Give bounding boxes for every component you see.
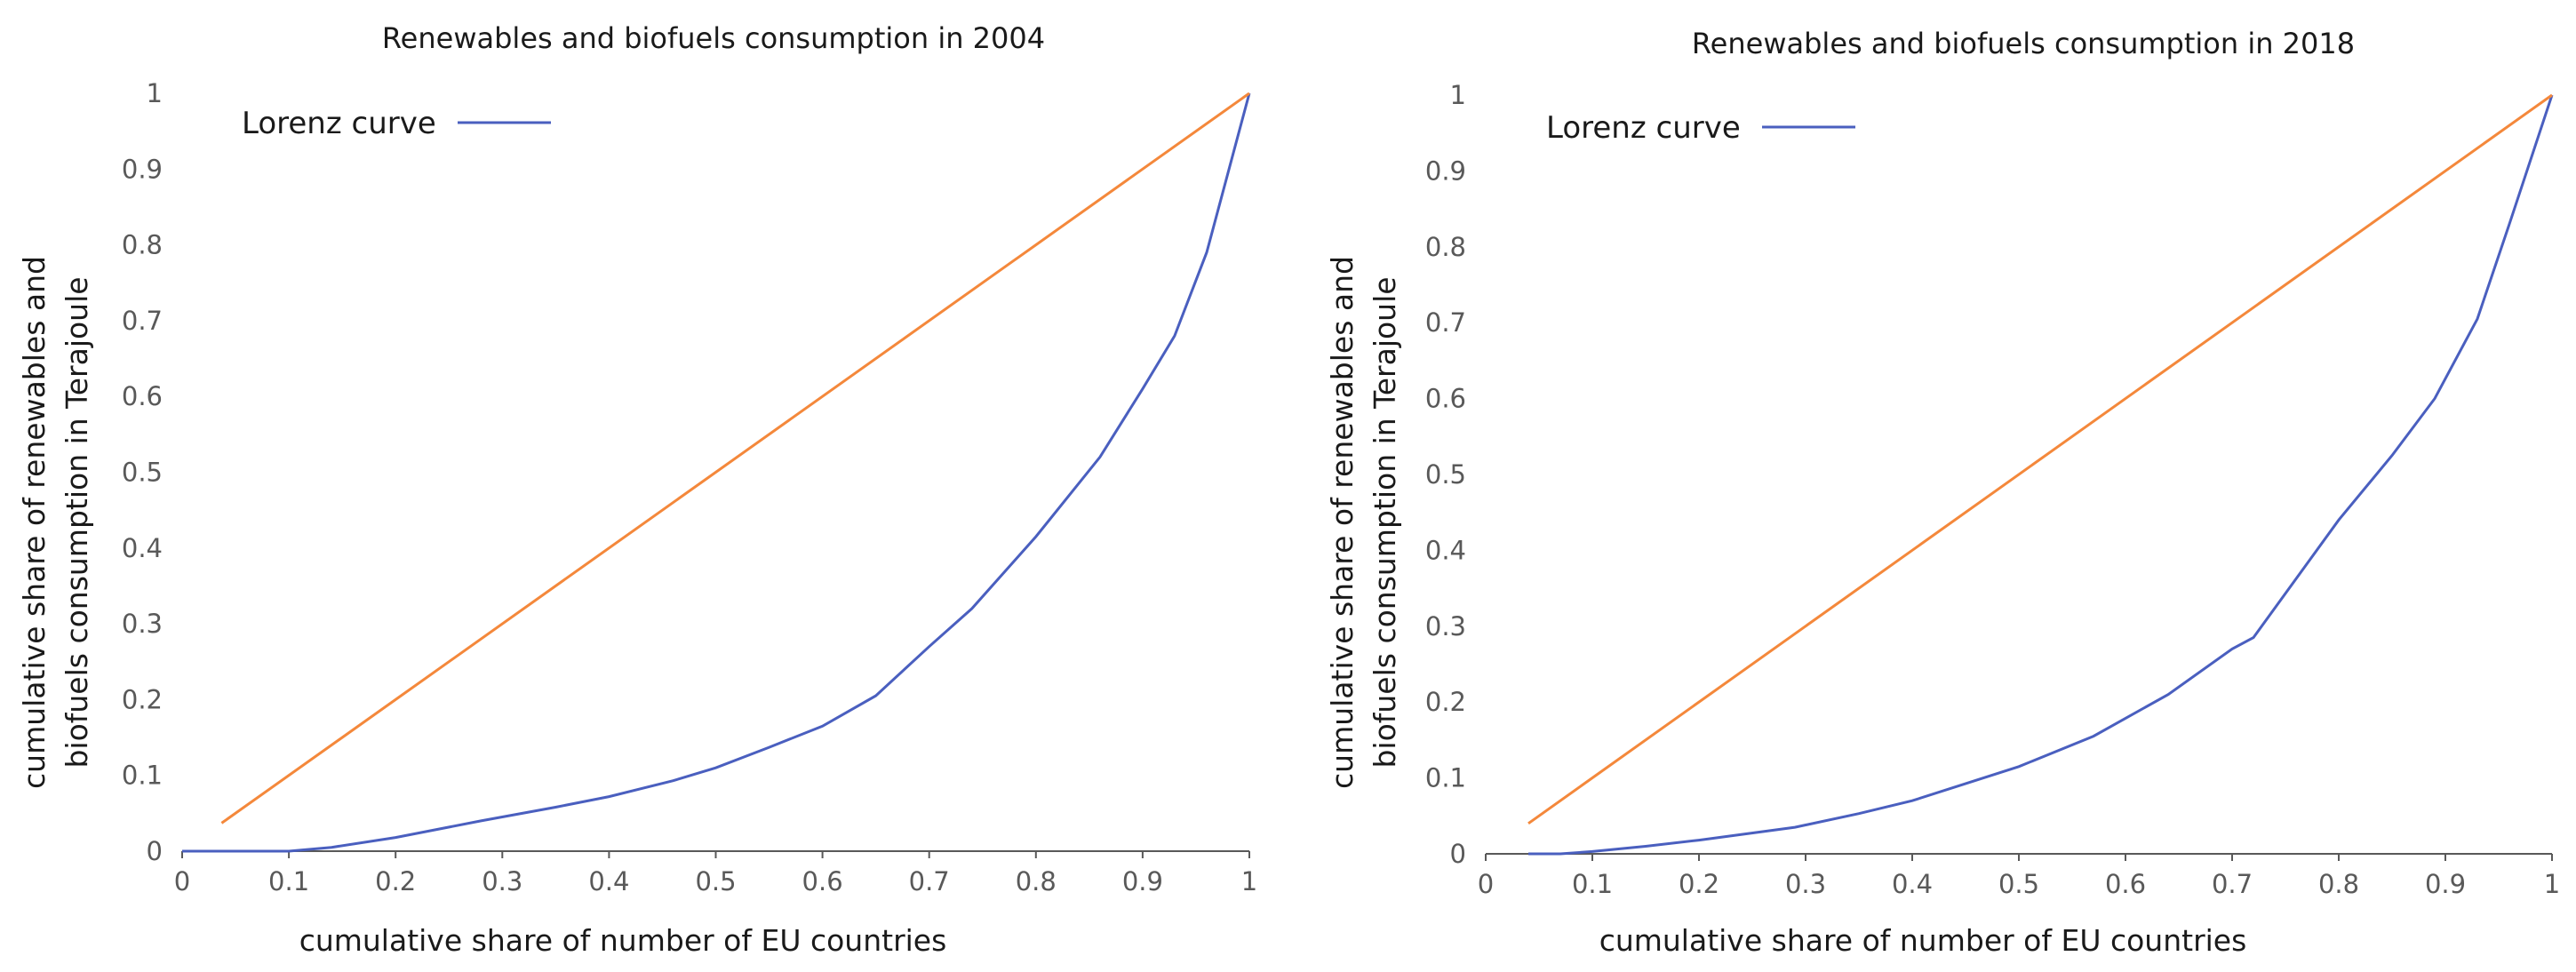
y-tick-label: 0.1 — [1425, 763, 1466, 793]
legend-label-lorenz-curve: Lorenz curve — [242, 106, 436, 141]
series-line-of-equality — [1527, 93, 2553, 825]
y-tick-label: 0.2 — [122, 684, 163, 714]
y-tick-label: 0.9 — [122, 154, 163, 184]
series-lorenz-curve-line — [182, 92, 1251, 853]
x-tick-label: 0.3 — [1785, 869, 1826, 899]
y-ticks: 0 0.1 0.2 0.3 0.4 0.5 0.6 0.7 0.8 0.9 1 — [1425, 80, 1466, 869]
x-tick-label: 0.5 — [1998, 869, 2039, 899]
legend-label-lorenz-curve: Lorenz curve — [1546, 110, 1741, 146]
y-tick-label: 0.1 — [122, 761, 163, 791]
x-tick-label: 0.5 — [695, 866, 736, 896]
x-tick-label: 1 — [2544, 869, 2560, 899]
y-tick-label: 0.5 — [1425, 459, 1466, 490]
x-tick-label: 0 — [174, 866, 190, 896]
y-axis-label: cumulative share of renewables and biofu… — [1325, 256, 1402, 789]
chart-title: Renewables and biofuels consumption in 2… — [1692, 27, 2355, 60]
x-axis-label: cumulative share of number of EU countri… — [299, 923, 947, 958]
y-tick-label: 0.7 — [1425, 307, 1466, 338]
x-tick-label: 0.9 — [1122, 866, 1163, 896]
y-tick-label: 0.4 — [1425, 535, 1466, 565]
y-tick-label: 0.5 — [122, 458, 163, 488]
y-tick-label: 0.7 — [122, 306, 163, 336]
y-tick-label: 0.2 — [1425, 687, 1466, 717]
x-tick-label: 0.4 — [1892, 869, 1933, 899]
y-axis-label-line-1: cumulative share of renewables and — [17, 256, 52, 789]
y-tick-label: 0 — [147, 836, 163, 866]
y-tick-label: 0.9 — [1425, 155, 1466, 186]
x-tick-label: 0.7 — [2212, 869, 2253, 899]
y-tick-label: 0 — [1450, 839, 1466, 869]
series-lorenz-curve-line — [1528, 94, 2554, 856]
y-tick-label: 0.8 — [122, 230, 163, 260]
x-tick-label: 0.1 — [1572, 869, 1613, 899]
x-tick-label: 0.9 — [2425, 869, 2466, 899]
x-tick-label: 0.7 — [909, 866, 950, 896]
legend: Lorenz curve — [1546, 110, 1855, 146]
x-tick-label: 1 — [1241, 866, 1257, 896]
x-tick-label: 0.8 — [2318, 869, 2359, 899]
y-tick-label: 0.3 — [122, 609, 163, 639]
legend: Lorenz curve — [242, 106, 551, 141]
y-axis-label-line-2: biofuels consumption in Terajoule — [60, 276, 94, 768]
x-tick-label: 0.8 — [1016, 866, 1057, 896]
y-axis-label-line-1: cumulative share of renewables and — [1325, 256, 1360, 789]
series-layer — [1527, 93, 2554, 856]
x-tick-label: 0.1 — [268, 866, 309, 896]
chart-title: Renewables and biofuels consumption in 2… — [382, 21, 1045, 55]
chart-2004: Renewables and biofuels consumption in 2… — [17, 21, 1257, 958]
x-tick-label: 0.3 — [482, 866, 522, 896]
x-tick-label: 0.6 — [802, 866, 843, 896]
x-tick-label: 0.6 — [2105, 869, 2146, 899]
x-tick-label: 0.2 — [1679, 869, 1719, 899]
x-tick-label: 0.4 — [588, 866, 629, 896]
y-tick-label: 1 — [147, 78, 163, 108]
y-tick-label: 0.8 — [1425, 232, 1466, 262]
x-ticks: 0 0.1 0.2 0.3 0.4 0.5 0.6 0.7 0.8 0.9 1 — [1478, 854, 2560, 899]
y-tick-label: 1 — [1450, 80, 1466, 110]
y-ticks: 0 0.1 0.2 0.3 0.4 0.5 0.6 0.7 0.8 0.9 1 — [122, 78, 163, 866]
chart-2018: Renewables and biofuels consumption in 2… — [1325, 27, 2560, 958]
x-tick-label: 0 — [1478, 869, 1494, 899]
y-tick-label: 0.6 — [1425, 384, 1466, 414]
x-ticks: 0 0.1 0.2 0.3 0.4 0.5 0.6 0.7 0.8 0.9 1 — [174, 851, 1257, 896]
x-axis-label: cumulative share of number of EU countri… — [1599, 923, 2247, 958]
y-axis-label: cumulative share of renewables and biofu… — [17, 256, 94, 789]
y-tick-label: 0.6 — [122, 381, 163, 411]
series-line-of-equality — [220, 92, 1250, 825]
y-tick-label: 0.4 — [122, 533, 163, 563]
y-tick-label: 0.3 — [1425, 611, 1466, 641]
series-layer — [182, 92, 1251, 853]
x-tick-label: 0.2 — [375, 866, 416, 896]
y-axis-label-line-2: biofuels consumption in Terajoule — [1368, 276, 1402, 768]
